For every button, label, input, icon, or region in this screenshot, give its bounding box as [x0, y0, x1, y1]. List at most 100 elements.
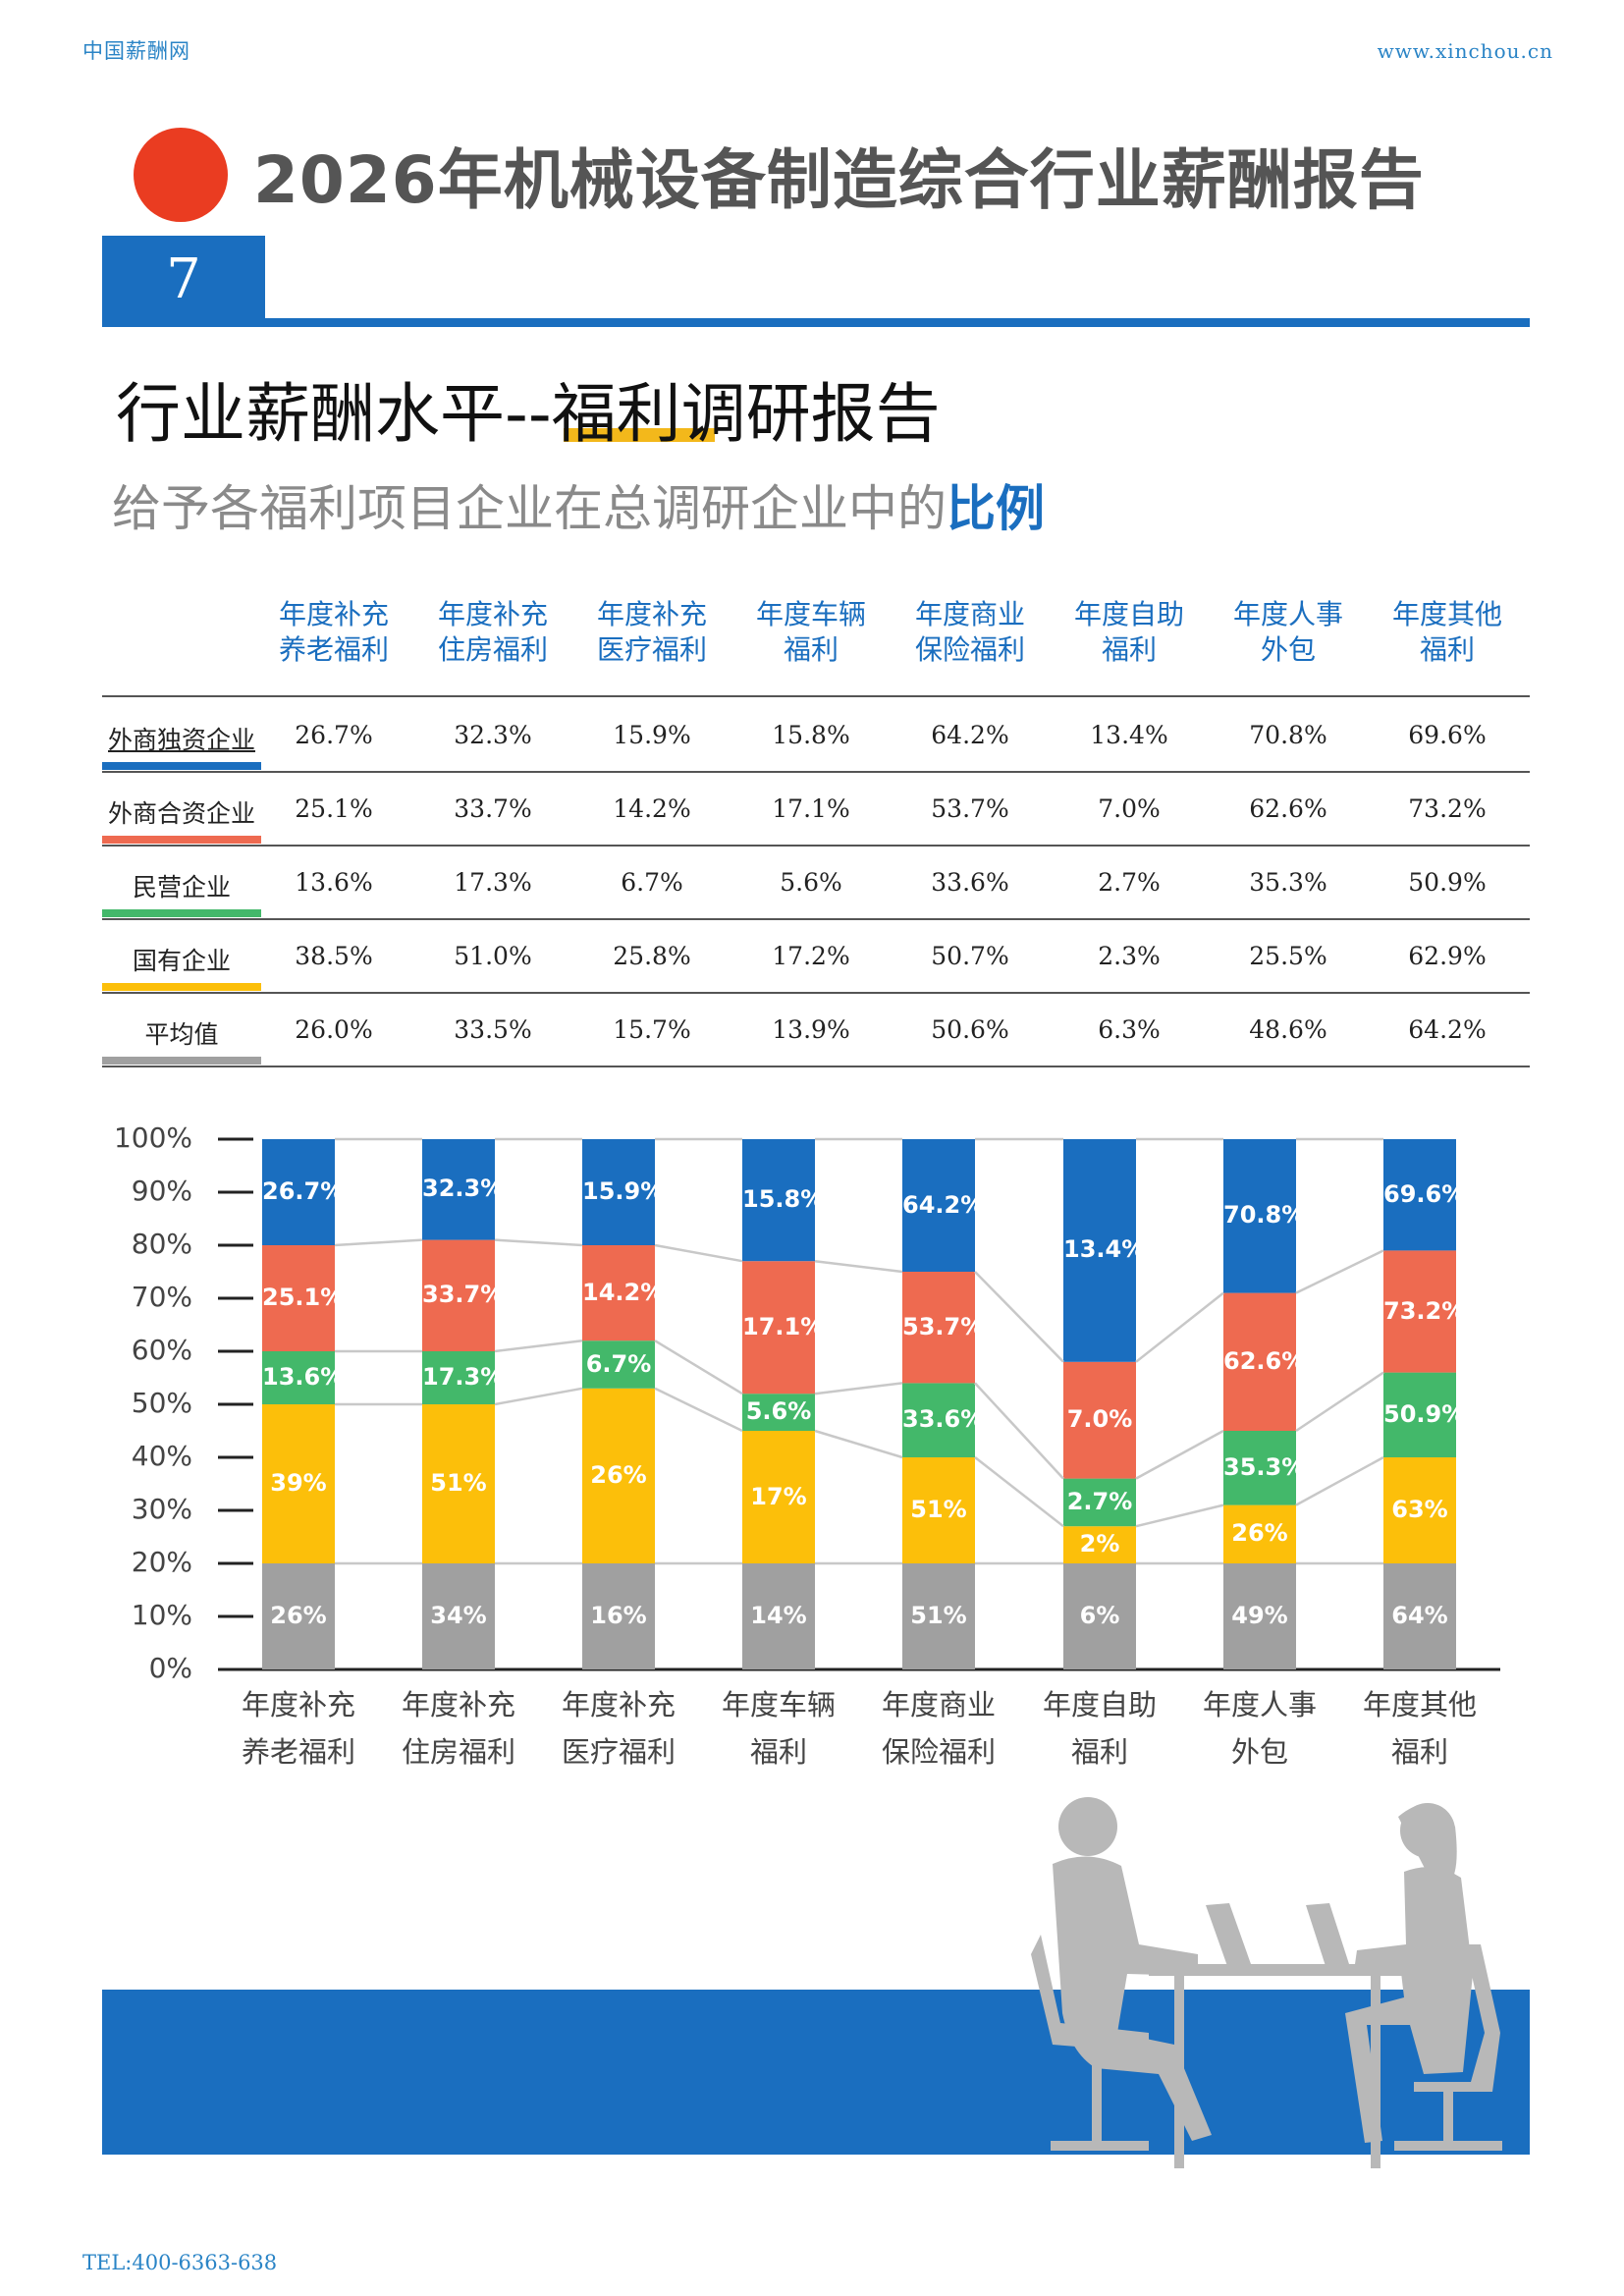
bar-data-label: 2%	[1079, 1530, 1120, 1558]
table-cell: 51.0%	[454, 942, 532, 970]
bar-segment-yellow	[1223, 1504, 1296, 1563]
bar-data-label: 2.7%	[1066, 1487, 1133, 1515]
subheading-emphasis: 比例	[947, 480, 1045, 537]
connector-line	[494, 1339, 583, 1353]
y-tick-label: 10%	[131, 1599, 192, 1631]
connector-line	[1295, 1371, 1384, 1433]
connector-line	[494, 1387, 583, 1406]
x-category-line: 外包	[1230, 1735, 1288, 1769]
connector-line	[974, 1456, 1064, 1528]
table-cell: 64.2%	[931, 721, 1009, 749]
title-dot-icon	[134, 128, 228, 222]
bar-data-label: 17.3%	[422, 1363, 505, 1391]
bar-segment-green	[742, 1394, 815, 1431]
brand-url[interactable]: www.xinchou.cn	[1377, 39, 1553, 63]
bar-segment-yellow	[262, 1404, 335, 1563]
bar-segment-green	[1383, 1372, 1456, 1457]
bar-segment-green	[422, 1351, 495, 1404]
footer-tel: TEL:400-6363-638	[82, 2251, 278, 2274]
bar-segment-green	[1063, 1478, 1136, 1527]
y-tick-label: 40%	[131, 1440, 192, 1472]
bar-segment-blue	[742, 1139, 815, 1262]
table-row-divider	[102, 845, 1530, 847]
x-category-line: 住房福利	[401, 1735, 515, 1769]
bar-segment-red	[902, 1272, 975, 1384]
y-tick-label: 30%	[131, 1493, 192, 1525]
column-header-line: 年度补充	[437, 598, 548, 630]
table-cell: 13.9%	[772, 1015, 850, 1044]
row-legend-swatch	[102, 909, 261, 917]
bar-data-label: 6%	[1079, 1602, 1120, 1629]
stacked-bar-chart	[218, 1137, 1500, 1671]
connector-line	[494, 1238, 583, 1247]
bar-segment-gray	[902, 1563, 975, 1669]
bar-data-label: 26%	[270, 1602, 327, 1629]
x-category-line: 年度人事	[1202, 1688, 1317, 1722]
bar-data-label: 51%	[430, 1469, 487, 1497]
table-row-label: 国有企业	[132, 947, 231, 975]
x-category-label: 年度补充 医疗福利	[540, 1681, 697, 1776]
connector-line	[974, 1382, 1064, 1480]
column-header-line: 外包	[1260, 633, 1316, 666]
table-cell: 25.1%	[295, 794, 373, 823]
table-cell: 26.0%	[295, 1015, 373, 1044]
bar-data-label: 17.1%	[742, 1312, 825, 1340]
x-category-label: 年度补充 养老福利	[220, 1681, 377, 1776]
bar-segment-gray	[422, 1563, 495, 1669]
bar-segment-blue	[422, 1139, 495, 1240]
table-column-header: 年度车辆 福利	[742, 597, 880, 668]
connector-line	[1295, 1455, 1384, 1506]
bar-data-label: 39%	[270, 1469, 327, 1497]
table-cell: 25.8%	[613, 942, 691, 970]
bar-segment-green	[1223, 1431, 1296, 1505]
bar-segment-green	[582, 1340, 655, 1389]
x-category-label: 年度车辆 福利	[700, 1681, 857, 1776]
table-row-divider	[102, 918, 1530, 920]
footer-band	[102, 1990, 1530, 2155]
bar-data-label: 51%	[910, 1496, 967, 1523]
bar-segment-green	[902, 1383, 975, 1457]
bar-segment-gray	[1223, 1563, 1296, 1669]
bar-data-label: 13.6%	[262, 1363, 345, 1391]
bar-segment-red	[1223, 1292, 1296, 1431]
bar-data-label: 50.9%	[1383, 1399, 1466, 1428]
bar-data-label: 64%	[1391, 1602, 1448, 1629]
column-header-line: 福利	[783, 633, 839, 666]
bar-segment-yellow	[1063, 1526, 1136, 1563]
x-category-line: 年度补充	[561, 1688, 676, 1722]
table-cell: 33.7%	[454, 794, 532, 823]
table-cell: 17.3%	[454, 868, 532, 897]
connector-line	[814, 1382, 903, 1395]
bar-segment-yellow	[742, 1431, 815, 1563]
table-cell: 50.6%	[931, 1015, 1009, 1044]
bar-data-label: 26.7%	[262, 1177, 345, 1205]
bar-data-label: 6.7%	[585, 1349, 652, 1378]
table-cell: 32.3%	[454, 721, 532, 749]
row-legend-swatch	[102, 983, 261, 991]
bar-data-label: 53.7%	[902, 1312, 985, 1340]
table-cell: 6.3%	[1098, 1015, 1161, 1044]
x-category-label: 年度自助 福利	[1021, 1681, 1178, 1776]
connector-line	[1295, 1249, 1384, 1294]
table-cell: 35.3%	[1249, 868, 1327, 897]
bar-data-label: 69.6%	[1383, 1179, 1466, 1208]
connector-line	[814, 1259, 903, 1274]
bar-segment-gray	[1383, 1563, 1456, 1669]
column-header-line: 年度车辆	[755, 598, 866, 630]
table-column-header: 年度补充 住房福利	[424, 597, 562, 668]
table-row-label: 平均值	[144, 1020, 219, 1049]
section-divider	[102, 318, 1530, 327]
bar-segment-gray	[742, 1563, 815, 1669]
table-cell: 25.5%	[1249, 942, 1327, 970]
page-title: 2026年机械设备制造综合行业薪酬报告	[253, 142, 1425, 218]
section-heading: 行业薪酬水平--福利调研报告	[116, 376, 941, 452]
bar-segment-blue	[582, 1139, 655, 1245]
bar-segment-blue	[902, 1139, 975, 1272]
table-cell: 15.7%	[613, 1015, 691, 1044]
y-tick-label: 90%	[131, 1175, 192, 1207]
bar-segment-yellow	[422, 1404, 495, 1563]
table-cell: 5.6%	[780, 868, 842, 897]
table-cell: 33.6%	[931, 868, 1009, 897]
bar-data-label: 64.2%	[902, 1190, 985, 1219]
bar-data-label: 14%	[750, 1602, 807, 1629]
